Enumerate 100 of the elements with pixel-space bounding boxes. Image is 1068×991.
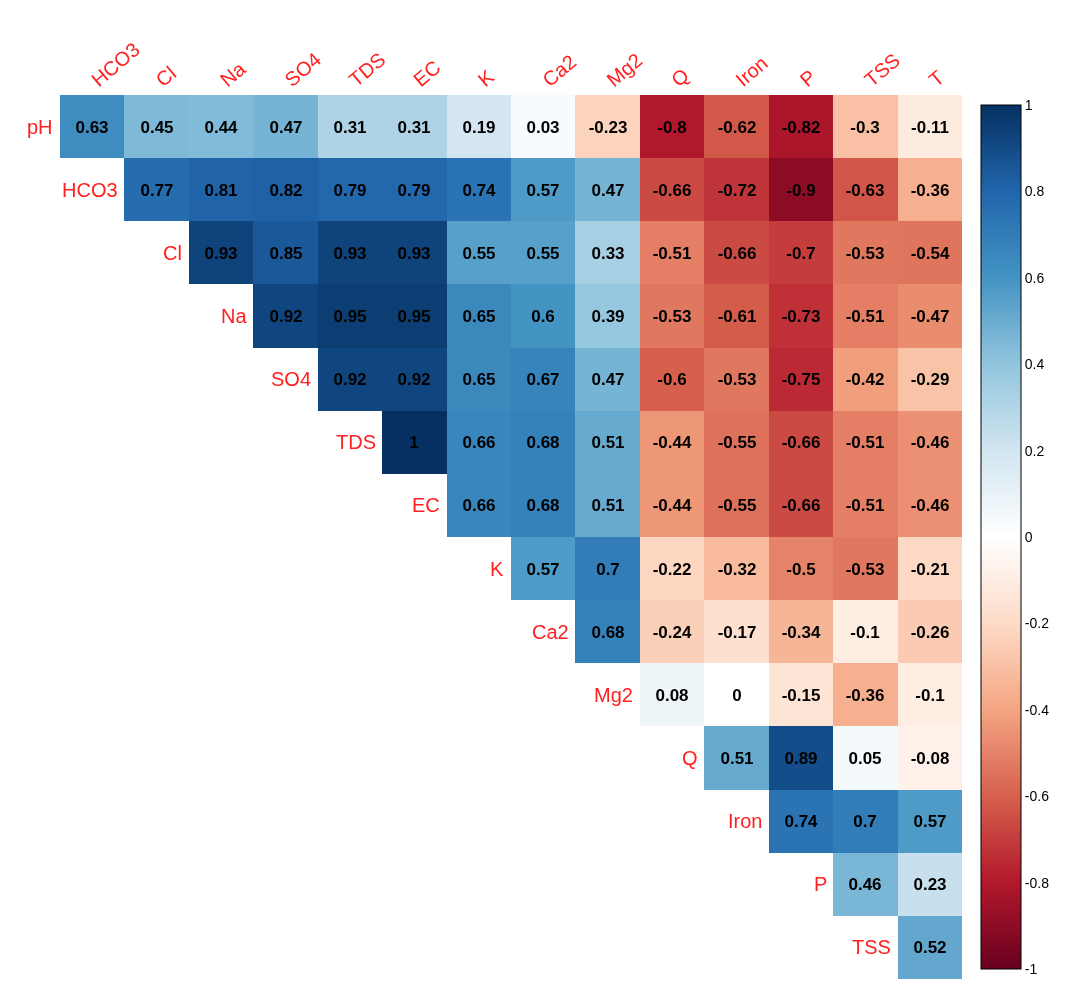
data-label: 0.65	[462, 369, 496, 389]
data-label: 0.74	[462, 180, 497, 200]
data-label: 0.93	[397, 243, 431, 263]
data-label: 0.68	[591, 622, 625, 642]
x-tick-label: TDS	[344, 48, 390, 91]
data-label: 0.46	[848, 874, 882, 894]
data-label: 0.93	[333, 243, 367, 263]
data-label: -0.21	[910, 559, 950, 579]
data-label: 0.82	[269, 180, 303, 200]
data-label: 0.47	[591, 369, 625, 389]
data-label: 0.92	[397, 369, 431, 389]
data-label: -0.63	[845, 180, 885, 200]
data-label: -0.61	[717, 306, 757, 326]
color-bar-label: -1	[1024, 960, 1038, 977]
data-label: -0.53	[717, 369, 757, 389]
data-label: 0.92	[333, 369, 367, 389]
data-label: -0.29	[910, 369, 950, 389]
data-label: 0.89	[784, 748, 818, 768]
color-bar-label: -0.6	[1024, 788, 1050, 805]
data-label: -0.6	[657, 369, 687, 389]
data-label: 0.52	[913, 937, 947, 957]
data-label: 0.05	[848, 748, 882, 768]
x-tick-label: Iron	[731, 51, 772, 91]
x-tick-label: Cl	[151, 61, 181, 91]
color-bar-label: 0.4	[1024, 356, 1045, 373]
color-bar-label: 1	[1024, 96, 1033, 113]
data-label: 0.6	[531, 306, 555, 326]
data-label: -0.51	[845, 495, 885, 515]
data-label: 0.45	[140, 117, 174, 137]
data-label: 0.31	[397, 117, 431, 137]
data-label: 0.79	[397, 180, 431, 200]
data-label: -0.46	[910, 495, 950, 515]
data-label: 0.55	[462, 243, 496, 263]
data-label: -0.51	[845, 432, 885, 452]
data-label: 0.65	[462, 306, 496, 326]
color-bar-label: -0.2	[1024, 615, 1050, 632]
data-label: 0.51	[720, 748, 754, 768]
data-label: 0.57	[913, 811, 947, 831]
data-label: 0.03	[526, 117, 560, 137]
data-label: -0.66	[652, 180, 692, 200]
data-label: 0.7	[853, 811, 877, 831]
data-label: -0.1	[915, 685, 945, 705]
data-label: 0.77	[140, 180, 174, 200]
x-tick-label: SO4	[280, 48, 326, 91]
color-bar-label: -0.4	[1024, 701, 1050, 718]
data-label: -0.36	[910, 180, 950, 200]
data-label: -0.7	[786, 243, 816, 263]
data-label: -0.1	[850, 622, 880, 642]
data-label: -0.55	[717, 432, 757, 452]
data-label: -0.62	[717, 117, 757, 137]
data-label: 0.51	[591, 432, 625, 452]
data-label: -0.36	[845, 685, 885, 705]
data-label: -0.17	[717, 622, 757, 642]
data-label: 0.47	[591, 180, 625, 200]
data-label: -0.08	[910, 748, 950, 768]
data-label: -0.51	[845, 306, 885, 326]
data-label: -0.72	[717, 180, 757, 200]
data-label: -0.54	[910, 243, 950, 263]
data-label: -0.23	[588, 117, 628, 137]
data-label: 0.81	[204, 180, 238, 200]
data-label: 0.85	[269, 243, 303, 263]
data-label: 0.47	[269, 117, 303, 137]
data-label: 0.92	[269, 306, 303, 326]
data-label: -0.73	[781, 306, 821, 326]
data-label: -0.11	[911, 117, 949, 137]
data-label: 0.95	[397, 306, 431, 326]
data-label: 0.63	[75, 117, 109, 137]
data-label: 0.23	[913, 874, 947, 894]
x-tick-label: Q	[666, 63, 693, 91]
data-label: -0.24	[652, 622, 692, 642]
data-label: -0.53	[652, 306, 692, 326]
data-label: 0.57	[526, 180, 560, 200]
data-label: 0.39	[591, 306, 625, 326]
data-label: 0.67	[526, 369, 560, 389]
data-label: 0.74	[784, 811, 819, 831]
data-label: 0.55	[526, 243, 560, 263]
data-label: 0.33	[591, 243, 625, 263]
x-tick-label: Ca2	[538, 50, 581, 91]
data-label: 0.31	[333, 117, 367, 137]
data-label: -0.46	[910, 432, 950, 452]
data-label: 0.08	[655, 685, 689, 705]
data-label: 0.66	[462, 495, 496, 515]
y-tick-label: pH	[27, 116, 53, 138]
data-label: -0.8	[657, 117, 687, 137]
data-label: -0.66	[717, 243, 757, 263]
color-bar-label: 0.2	[1024, 442, 1045, 459]
data-label: 0.66	[462, 432, 496, 452]
color-bar-label: 0.8	[1024, 183, 1045, 200]
data-label: 0.57	[526, 559, 560, 579]
data-label: -0.75	[781, 369, 821, 389]
data-label: -0.66	[781, 495, 821, 515]
color-bar-label: -0.8	[1024, 874, 1050, 891]
data-label: -0.42	[845, 369, 885, 389]
data-label: 0.68	[526, 495, 560, 515]
data-label: 0	[732, 685, 742, 705]
data-label: -0.82	[781, 117, 821, 137]
data-label: 0.95	[333, 306, 367, 326]
data-label: 0.68	[526, 432, 560, 452]
x-tick-label: TSS	[860, 48, 905, 91]
data-label: -0.34	[781, 622, 821, 642]
